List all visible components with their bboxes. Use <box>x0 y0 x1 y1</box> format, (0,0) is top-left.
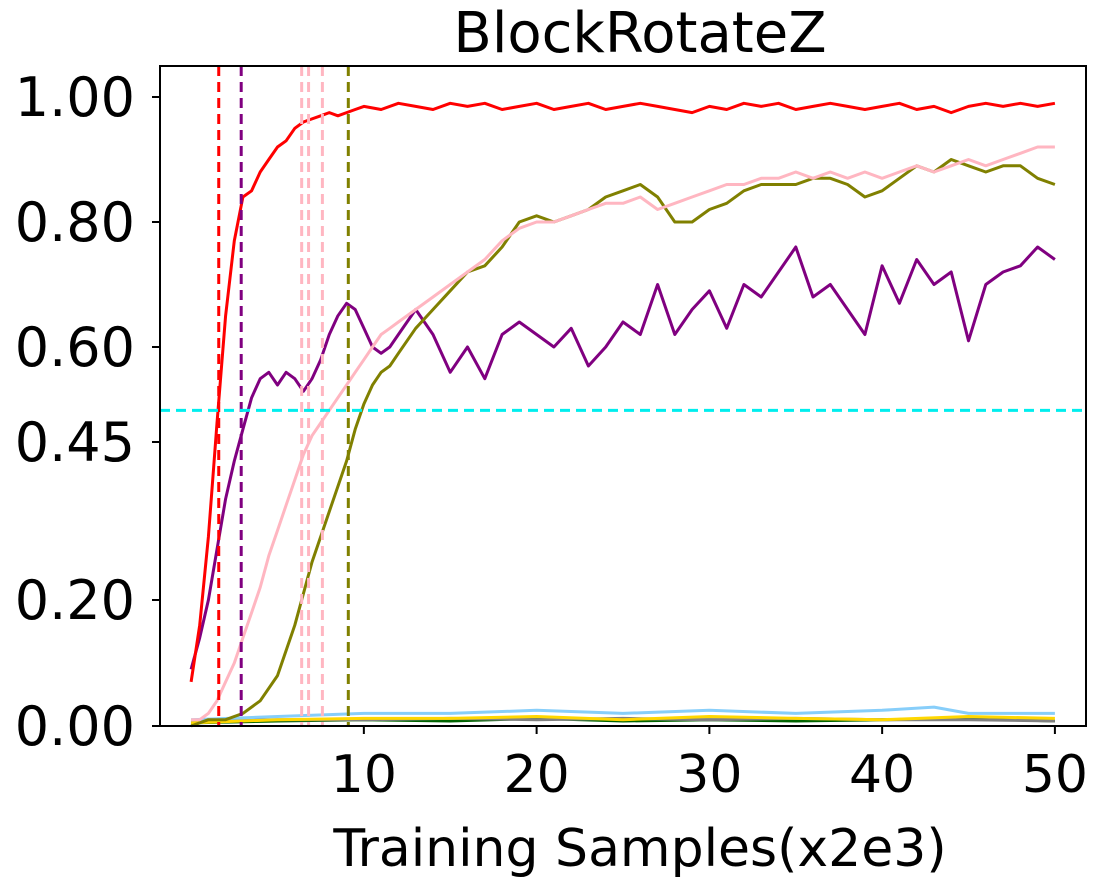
series-line-1 <box>189 101 1056 683</box>
y-tick-label-1: 0.00 <box>15 695 135 758</box>
y-tick-label-3: 0.45 <box>15 411 135 474</box>
series-line-6 <box>191 715 1055 725</box>
chart-title: BlockRotateZ <box>453 1 826 66</box>
y-tick-label-5: 0.80 <box>15 191 135 254</box>
series-line-3 <box>190 158 1056 728</box>
x-tick-label-4: 40 <box>849 745 915 805</box>
plot-frame <box>159 65 1087 727</box>
series-line-2 <box>191 145 1055 722</box>
axis-ticks: 0.00 0.20 0.45 0.60 0.80 1.00 10 20 30 40 50 <box>15 66 1088 805</box>
x-tick-label-3: 30 <box>676 745 742 805</box>
x-tick-label-1: 10 <box>331 745 397 805</box>
x-tick-label-2: 20 <box>504 745 570 805</box>
x-tick-label-5: 50 <box>1022 745 1088 805</box>
series-line-4 <box>189 245 1056 670</box>
y-tick-label-6: 1.00 <box>15 66 135 129</box>
plot-area <box>160 66 1086 728</box>
x-axis-label: Training Samples(x2e3) <box>332 819 946 877</box>
y-tick-label-2: 0.20 <box>15 569 135 632</box>
y-tick-label-4: 0.60 <box>15 316 135 379</box>
